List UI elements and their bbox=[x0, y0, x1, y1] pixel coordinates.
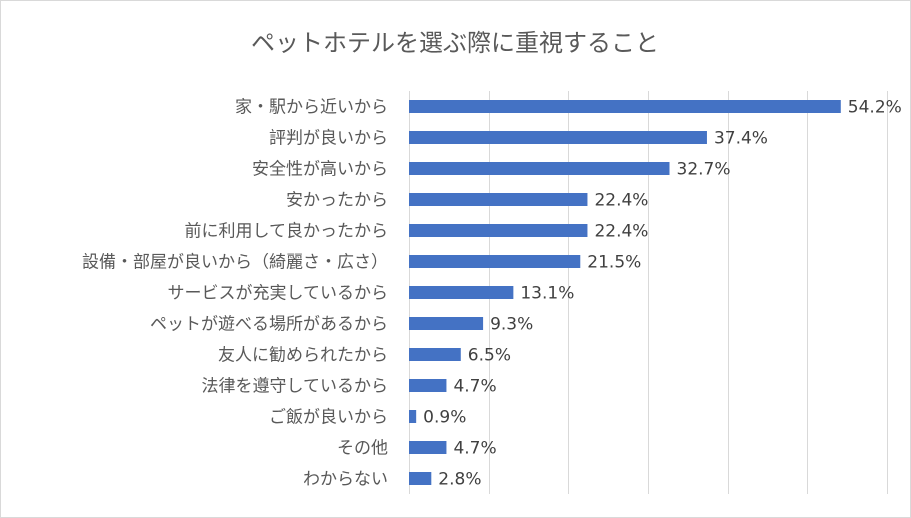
bars bbox=[409, 100, 841, 485]
data-label: 2.8% bbox=[438, 470, 481, 490]
bar bbox=[409, 410, 417, 423]
category-label: 前に利用して良かったから bbox=[185, 222, 389, 242]
data-label: 37.4% bbox=[714, 129, 768, 149]
bar bbox=[409, 348, 461, 361]
bar bbox=[409, 224, 588, 237]
bar bbox=[409, 317, 484, 330]
bar bbox=[409, 379, 447, 392]
bar bbox=[409, 162, 670, 175]
bar bbox=[409, 472, 432, 485]
category-label: 評判が良いから bbox=[269, 129, 388, 149]
category-label: 家・駅から近いから bbox=[235, 98, 388, 118]
category-label: 安全性が高いから bbox=[252, 160, 388, 180]
bar bbox=[409, 193, 588, 206]
category-label: 安かったから bbox=[286, 191, 388, 211]
category-label: 法律を遵守しているから bbox=[202, 377, 389, 397]
bar bbox=[409, 100, 841, 113]
bar bbox=[409, 441, 447, 454]
category-labels: 家・駅から近いから評判が良いから安全性が高いから安かったから前に利用して良かった… bbox=[82, 98, 388, 490]
category-label: サービスが充実しているから bbox=[168, 284, 389, 304]
data-label: 22.4% bbox=[594, 191, 648, 211]
data-label: 22.4% bbox=[594, 222, 648, 242]
data-label: 0.9% bbox=[423, 408, 466, 428]
category-label: 設備・部屋が良いから（綺麗さ・広さ） bbox=[82, 253, 388, 273]
data-label: 13.1% bbox=[520, 284, 574, 304]
category-label: ご飯が良いから bbox=[269, 408, 388, 428]
data-label: 4.7% bbox=[453, 377, 496, 397]
data-label: 6.5% bbox=[468, 346, 511, 366]
bar bbox=[409, 286, 514, 299]
data-label: 9.3% bbox=[490, 315, 533, 335]
category-label: わからない bbox=[303, 470, 388, 490]
data-label: 4.7% bbox=[453, 439, 496, 459]
category-label: 友人に勧められたから bbox=[218, 346, 388, 366]
data-label: 54.2% bbox=[848, 98, 902, 118]
category-label: ペットが遊べる場所があるから bbox=[150, 315, 388, 335]
bar bbox=[409, 131, 707, 144]
data-label: 21.5% bbox=[587, 253, 641, 273]
gridlines bbox=[409, 91, 888, 494]
data-label: 32.7% bbox=[677, 160, 731, 180]
chart-title: ペットホテルを選ぶ際に重視すること bbox=[251, 29, 659, 57]
category-label: その他 bbox=[337, 439, 388, 459]
bar bbox=[409, 255, 581, 268]
data-labels: 54.2% 37.4% 32.7% 22.4% 22.4% 21.5% 13.1% 9.3% 6… bbox=[423, 98, 902, 490]
